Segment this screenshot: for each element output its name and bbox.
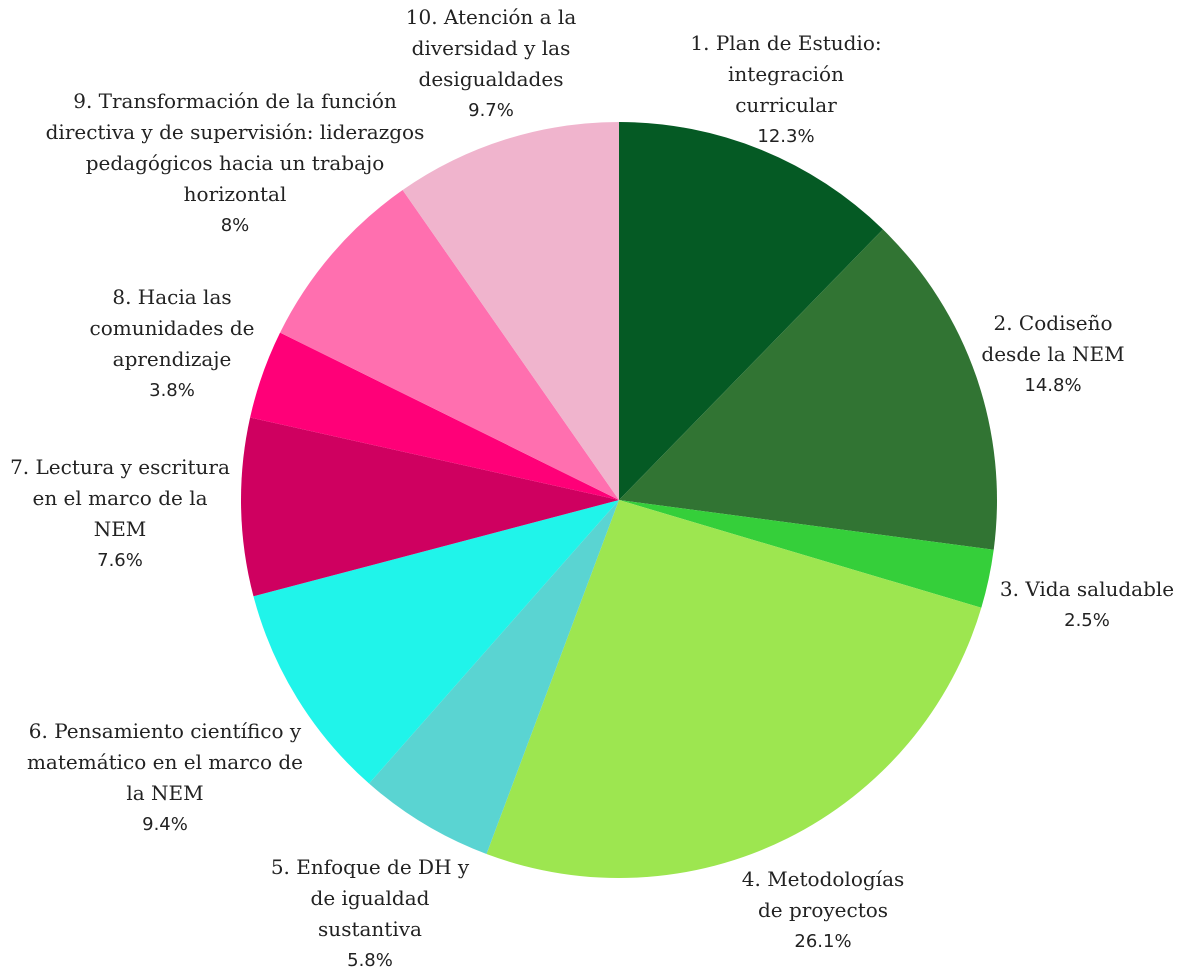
slice <box>280 190 619 500</box>
value-label: 3.8% <box>149 380 195 401</box>
slice-label: 6. Pensamiento científico y matemático e… <box>15 716 315 840</box>
slice-label: 1. Plan de Estudio: integración curricul… <box>686 28 886 152</box>
slice <box>402 122 619 500</box>
slice <box>486 500 982 878</box>
slice <box>619 500 994 608</box>
slice-label: 5. Enfoque de DH y de igualdad sustantiv… <box>260 852 480 969</box>
category-label: 7. Lectura y escritura en el marco de la… <box>10 455 230 541</box>
slice-label: 4. Metodologías de proyectos 26.1% <box>733 864 913 957</box>
value-label: 26.1% <box>794 931 852 952</box>
slice <box>619 229 998 550</box>
value-label: 9.4% <box>142 814 188 835</box>
category-label: 1. Plan de Estudio: integración curricul… <box>690 31 882 117</box>
value-label: 12.3% <box>757 126 815 147</box>
category-label: 4. Metodologías de proyectos <box>741 867 905 922</box>
slice <box>253 500 619 784</box>
value-label: 7.6% <box>97 550 143 571</box>
category-label: 3. Vida saludable <box>999 577 1175 601</box>
value-label: 2.5% <box>1064 610 1110 631</box>
slice <box>250 332 620 500</box>
slice <box>240 417 619 597</box>
value-label: 8% <box>220 215 250 236</box>
slice-label: 2. Codiseño desde la NEM 14.8% <box>968 308 1138 401</box>
category-label: 9. Transformación de la función directiv… <box>45 89 425 206</box>
value-label: 5.8% <box>347 950 393 969</box>
slice-label: 7. Lectura y escritura en el marco de la… <box>5 452 235 576</box>
category-label: 2. Codiseño desde la NEM <box>981 311 1125 366</box>
value-label: 9.7% <box>468 100 514 121</box>
category-label: 8. Hacia las comunidades de aprendizaje <box>89 285 255 371</box>
slice <box>619 122 883 500</box>
category-label: 10. Atención a la diversidad y las desig… <box>405 5 577 91</box>
value-label: 14.8% <box>1024 375 1082 396</box>
slice-label: 9. Transformación de la función directiv… <box>40 86 430 241</box>
slice <box>369 500 619 855</box>
category-label: 5. Enfoque de DH y de igualdad sustantiv… <box>270 855 470 941</box>
slice-label: 10. Atención a la diversidad y las desig… <box>391 2 591 126</box>
category-label: 6. Pensamiento científico y matemático e… <box>26 719 304 805</box>
slice-label: 3. Vida saludable 2.5% <box>987 574 1178 636</box>
slice-label: 8. Hacia las comunidades de aprendizaje 3… <box>87 282 257 406</box>
